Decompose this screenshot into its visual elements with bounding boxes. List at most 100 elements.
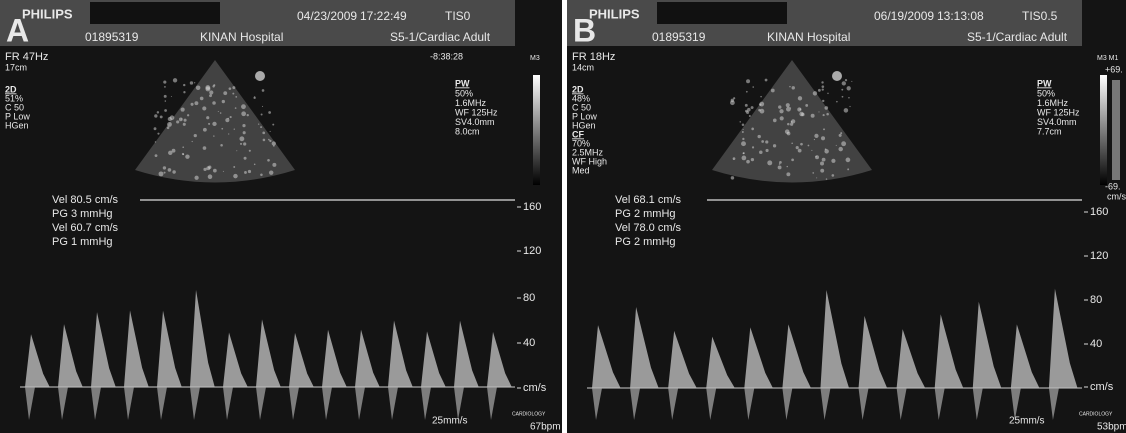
depth: 14cm <box>572 62 594 72</box>
speckle <box>221 99 226 104</box>
speckle <box>212 121 217 127</box>
speckle <box>751 146 755 149</box>
tis: TIS0.5 <box>1022 9 1058 23</box>
doppler-wave <box>1010 324 1040 388</box>
doppler-wave-below <box>355 387 365 420</box>
header-bar <box>0 0 515 46</box>
speckle <box>817 88 821 92</box>
panel-label: B <box>573 12 596 48</box>
time: 13:13:08 <box>937 9 984 23</box>
doppler-wave-below <box>322 387 332 420</box>
brand: PHILIPS <box>22 6 73 21</box>
speckle <box>194 175 199 180</box>
speckle <box>827 92 829 95</box>
doppler-wave <box>630 307 659 388</box>
speckle <box>261 89 265 92</box>
speckle <box>744 103 748 107</box>
speckle <box>745 109 748 113</box>
speckle <box>759 108 765 114</box>
speckle <box>746 159 750 164</box>
speckle <box>841 141 847 147</box>
doppler-wave <box>454 320 479 387</box>
speckle <box>159 115 163 119</box>
speckle <box>779 116 784 121</box>
speckle <box>758 103 762 106</box>
doppler-wave-below <box>454 387 464 420</box>
doppler-wave <box>58 324 83 387</box>
speckle <box>248 149 251 152</box>
doppler-wave <box>157 310 182 387</box>
doppler-wave-below <box>630 388 641 420</box>
speckle <box>745 90 748 93</box>
doppler-wave-below <box>1048 388 1059 420</box>
speckle <box>253 96 256 100</box>
speckle <box>157 132 160 135</box>
speckle <box>202 106 207 111</box>
speckle <box>791 158 794 162</box>
heart-rate: 53bpm <box>1097 422 1126 433</box>
speckle <box>172 170 176 174</box>
pw-heading: PW <box>1037 78 1052 88</box>
speckle <box>209 94 212 98</box>
speckle <box>203 167 207 172</box>
mode-param: 51% <box>5 93 23 103</box>
speckle <box>193 134 197 138</box>
speckle <box>208 122 211 125</box>
speckle <box>778 105 782 109</box>
speckle <box>751 127 754 131</box>
measurement: Vel 68.1 cm/s <box>615 194 682 206</box>
pw-param: 1.6MHz <box>455 98 487 108</box>
speckle <box>786 106 791 112</box>
footer-tag: CARDIOLOGY <box>1079 411 1113 417</box>
speckle <box>268 138 270 141</box>
doppler-wave <box>223 332 248 387</box>
doppler-wave <box>421 331 446 387</box>
speckle <box>272 162 277 167</box>
speckle <box>228 133 230 135</box>
color-scale-min: -69. <box>1105 181 1121 191</box>
scale-label: 80 <box>523 292 535 304</box>
speckle <box>791 142 793 145</box>
speckle <box>170 95 172 97</box>
speckle <box>750 106 754 110</box>
speckle <box>243 156 247 160</box>
speckle <box>206 166 211 171</box>
speckle <box>154 141 157 143</box>
doppler-wave <box>896 329 926 388</box>
speckle <box>164 85 166 88</box>
mode-param: HGen <box>572 120 596 130</box>
speckle <box>786 165 788 168</box>
speckle <box>260 173 263 177</box>
gray-bar <box>1100 75 1107 185</box>
speckle <box>747 107 751 112</box>
speckle <box>824 106 829 110</box>
doppler-wave <box>820 289 850 388</box>
speckle <box>158 171 164 177</box>
speckle <box>190 102 194 106</box>
speckle <box>759 150 763 155</box>
speckle <box>831 158 836 163</box>
doppler-wave-below <box>91 387 101 420</box>
speckle <box>194 101 199 106</box>
color-scale-unit: cm/s <box>1107 191 1126 201</box>
doppler-wave <box>487 331 512 387</box>
speckle <box>849 105 851 108</box>
header-dark-block <box>90 2 220 24</box>
probe-icon <box>832 71 842 81</box>
speckle <box>764 78 768 82</box>
doppler-wave-below <box>972 388 983 420</box>
speckle <box>772 118 777 123</box>
speckle <box>841 88 844 91</box>
measurement: PG 2 mmHg <box>615 236 676 248</box>
doppler-wave <box>190 289 215 387</box>
speckle <box>202 127 207 132</box>
speckle <box>779 161 782 164</box>
pw-param: 50% <box>455 88 473 98</box>
doppler-wave-below <box>124 387 134 420</box>
doppler-wave-below <box>1010 388 1021 420</box>
date: 04/23/2009 <box>297 9 357 23</box>
pw-param: SV4.0mm <box>455 117 495 127</box>
speckle <box>822 114 825 117</box>
speckle <box>267 158 270 162</box>
speckle <box>272 123 275 126</box>
